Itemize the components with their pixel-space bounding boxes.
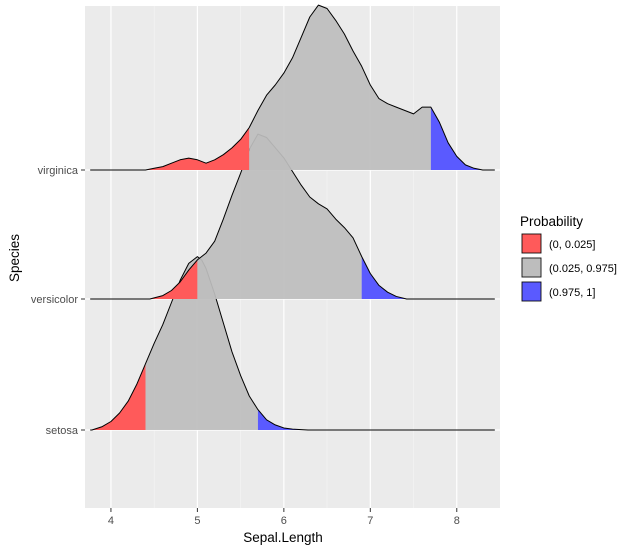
legend-title: Probability	[520, 214, 583, 229]
y-tick-label-versicolor: versicolor	[31, 294, 78, 306]
legend: Probability (0, 0.025] (0.025, 0.975] (0.9…	[520, 214, 617, 302]
ridge-setosa-central	[145, 256, 258, 430]
legend-swatch	[521, 281, 542, 302]
ridge-versicolor-upper-tail	[361, 256, 407, 299]
density-ridges	[90, 4, 495, 431]
x-tick-label: 8	[454, 515, 460, 527]
ridge-virginica-lower-tail	[145, 127, 250, 170]
x-tick-label: 6	[281, 515, 287, 527]
x-tick-label: 4	[108, 515, 114, 527]
legend-label: (0, 0.025]	[549, 239, 595, 251]
legend-label: (0.975, 1]	[549, 287, 595, 299]
ridge-virginica-central	[249, 5, 431, 170]
y-tick-label-virginica: virginica	[38, 165, 79, 177]
legend-label: (0.025, 0.975]	[549, 263, 617, 275]
x-tick-label: 5	[194, 515, 200, 527]
ridge-versicolor-lower-tail	[149, 259, 198, 299]
y-axis-title: Species	[7, 234, 22, 282]
x-axis: 4 5 6 7 8	[108, 508, 460, 527]
legend-swatch	[521, 257, 542, 278]
ridge-virginica-upper-tail	[430, 107, 483, 170]
ridge-setosa-lower-tail	[91, 363, 146, 430]
ridge-setosa-upper-tail	[257, 409, 309, 430]
y-axis: setosa versicolor virginica	[31, 165, 85, 437]
legend-swatch	[521, 233, 542, 254]
x-tick-label: 7	[367, 515, 373, 527]
x-axis-title: Sepal.Length	[243, 530, 323, 545]
ridge-versicolor-central	[197, 134, 362, 299]
ridge-virginica	[90, 4, 495, 171]
ridge-virginica-outline	[90, 4, 495, 171]
y-tick-label-setosa: setosa	[46, 425, 79, 437]
